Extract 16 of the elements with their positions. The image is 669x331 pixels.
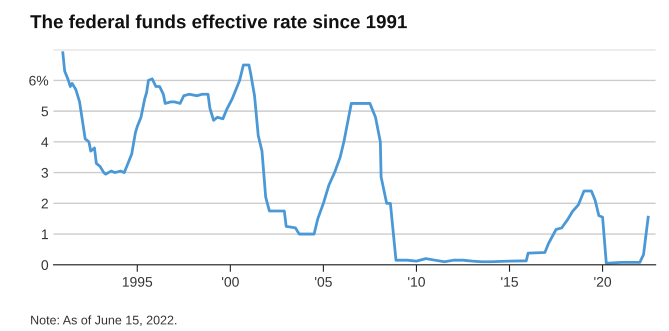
y-tick-label: 0	[41, 260, 48, 270]
x-tick-label: '20	[594, 276, 612, 287]
line-series	[61, 51, 650, 265]
y-tick-label: 1	[42, 230, 48, 240]
y-tick-label: 6%	[29, 76, 48, 86]
chart-title: The federal funds effective rate since 1991	[30, 14, 407, 28]
x-tick-label: '15	[501, 277, 518, 287]
x-tick-label: '00	[222, 276, 239, 287]
x-tick-label: 1995	[122, 276, 152, 287]
text: Note: As of June 15, 2022.	[31, 315, 176, 326]
y-tick-label: 3	[41, 168, 48, 178]
x-tick-label: '10	[408, 276, 425, 287]
y-tick-label: 2	[42, 198, 48, 208]
y-tick-label: 4	[41, 137, 48, 147]
x-tick-label: '05	[315, 276, 332, 287]
y-tick-label: 5	[41, 106, 48, 116]
